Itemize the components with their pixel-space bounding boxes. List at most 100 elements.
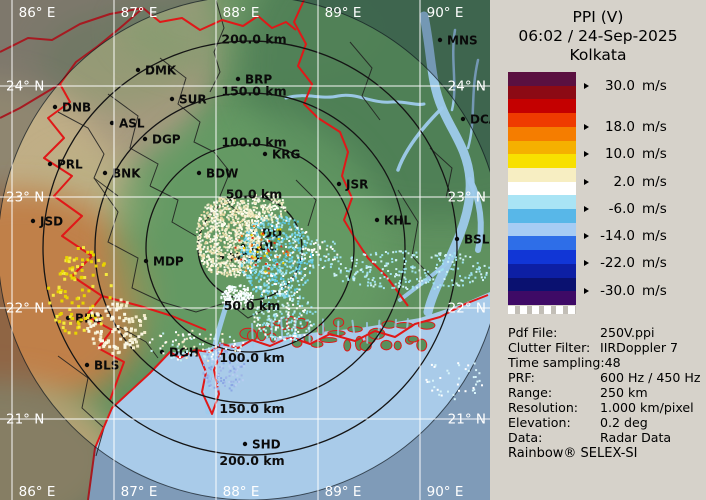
meta-row: Range: 250 km bbox=[508, 385, 702, 400]
station-dot-icon bbox=[47, 161, 53, 167]
station-label: KHL bbox=[384, 214, 411, 228]
station-label: BRP bbox=[245, 73, 272, 87]
scale-label: 18.0 m/s bbox=[584, 119, 667, 135]
scale-tick-arrow-icon bbox=[584, 151, 589, 157]
scale-band bbox=[508, 222, 576, 237]
scale-value: -14.0 bbox=[600, 228, 635, 244]
latitude-label: 21° N bbox=[6, 412, 44, 428]
scale-band bbox=[508, 195, 576, 210]
meta-row: Data: Radar Data bbox=[508, 430, 702, 445]
scale-band bbox=[508, 72, 576, 86]
station-label: MNS bbox=[447, 34, 478, 48]
station-marker: BLS bbox=[84, 359, 119, 373]
station-marker: DNB bbox=[52, 101, 91, 115]
station-marker: JSD bbox=[30, 215, 63, 229]
longitude-label: 89° E bbox=[325, 5, 362, 21]
station-dot-icon bbox=[142, 136, 148, 142]
scale-band bbox=[508, 181, 576, 196]
range-ring-label: 50.0 km bbox=[226, 187, 283, 202]
radar-map: MNS DMK BRP SUR DNB DCA ASL DGP KRG PRL BNK BDW JSR K… bbox=[0, 0, 490, 500]
station-dot-icon bbox=[109, 120, 115, 126]
radar-map-area: MNS DMK BRP SUR DNB DCA ASL DGP KRG PRL BNK BDW JSR K… bbox=[0, 0, 490, 500]
meta-label: Time sampling: bbox=[508, 355, 605, 370]
meta-label: Clutter Filter: bbox=[508, 340, 591, 355]
station-label: PRL bbox=[57, 158, 83, 172]
latitude-label: 24° N bbox=[448, 79, 486, 95]
scale-band bbox=[508, 113, 576, 127]
station-label: JSD bbox=[39, 215, 63, 229]
station-dot-icon bbox=[52, 104, 58, 110]
scale-value: 2.0 bbox=[613, 174, 635, 190]
station-marker: DGP bbox=[142, 133, 181, 147]
station-marker: DCA bbox=[460, 113, 490, 127]
scale-band bbox=[508, 99, 576, 114]
scale-band bbox=[508, 263, 576, 278]
longitude-label: 87° E bbox=[121, 5, 158, 21]
station-marker: DMK bbox=[135, 64, 177, 78]
station-dot-icon bbox=[135, 67, 141, 73]
station-label: BDW bbox=[206, 167, 238, 181]
scale-label: 10.0 m/s bbox=[584, 146, 667, 162]
longitude-label: 86° E bbox=[19, 5, 56, 21]
meta-value: 0.2 deg bbox=[600, 415, 648, 430]
meta-row: Time sampling: 48 bbox=[508, 355, 702, 370]
station-marker: KHL bbox=[374, 214, 411, 228]
station-marker: PRL bbox=[47, 158, 83, 172]
meta-value: IIRDoppler 7 bbox=[600, 340, 679, 355]
meta-label: Range: bbox=[508, 385, 553, 400]
scale-unit: m/s bbox=[642, 201, 667, 217]
scale-threshold-hatch bbox=[508, 306, 576, 314]
meta-value: 250 km bbox=[600, 385, 648, 400]
scale-unit: m/s bbox=[642, 78, 667, 94]
station-marker: BNK bbox=[102, 167, 141, 181]
range-ring-label: 150.0 km bbox=[221, 84, 286, 99]
scan-datetime: 06:02 / 24-Sep-2025 bbox=[518, 27, 678, 45]
software-brand: Rainbow® SELEX-SI bbox=[508, 446, 638, 461]
station-marker: KRG bbox=[262, 148, 300, 162]
station-marker: ASL bbox=[109, 117, 145, 131]
station-marker: SHD bbox=[242, 438, 281, 452]
station-marker: MDP bbox=[143, 255, 184, 269]
latitude-label: 22° N bbox=[6, 301, 44, 317]
station-dot-icon bbox=[102, 170, 108, 176]
scale-label: -14.0 m/s bbox=[584, 228, 667, 244]
velocity-color-scale bbox=[508, 72, 576, 305]
meta-label: Elevation: bbox=[508, 415, 571, 430]
scale-unit: m/s bbox=[642, 174, 667, 190]
station-label: DMK bbox=[145, 64, 177, 78]
scale-value: -30.0 bbox=[600, 283, 635, 299]
range-ring-label: 100.0 km bbox=[221, 135, 286, 150]
station-dot-icon bbox=[196, 170, 202, 176]
meta-value: 250V.ppi bbox=[600, 325, 655, 340]
meta-row: PRF: 600 Hz / 450 Hz bbox=[508, 370, 702, 385]
latitude-label: 22° N bbox=[448, 301, 486, 317]
station-label: SHD bbox=[252, 438, 281, 452]
radar-echoes bbox=[47, 192, 490, 401]
panel-title-block: PPI (V) 06:02 / 24-Sep-2025 Kolkata bbox=[490, 8, 706, 65]
meta-value: 1.000 km/pixel bbox=[600, 400, 694, 415]
latitude-label: 23° N bbox=[448, 190, 486, 206]
scale-label: 2.0 m/s bbox=[584, 174, 667, 190]
station-dot-icon bbox=[374, 217, 380, 223]
station-label: DCA bbox=[470, 113, 490, 127]
scale-band bbox=[508, 154, 576, 168]
station-dot-icon bbox=[262, 151, 268, 157]
longitude-label: 87° E bbox=[121, 484, 158, 500]
latitude-label: 24° N bbox=[6, 79, 44, 95]
station-marker: JSR bbox=[336, 178, 368, 192]
longitude-label: 88° E bbox=[223, 484, 260, 500]
station-dot-icon bbox=[169, 96, 175, 102]
scale-tick-arrow-icon bbox=[584, 288, 589, 294]
scale-label: 30.0 m/s bbox=[584, 78, 667, 94]
info-panel: PPI (V) 06:02 / 24-Sep-2025 Kolkata 30.0… bbox=[490, 0, 706, 500]
range-ring-label: 100.0 km bbox=[219, 350, 284, 365]
station-dot-icon bbox=[84, 362, 90, 368]
station-label: MDP bbox=[153, 255, 184, 269]
scale-label: -22.0 m/s bbox=[584, 255, 667, 271]
meta-value: 48 bbox=[604, 355, 621, 370]
station-marker: BRP bbox=[235, 73, 272, 87]
scale-tick-arrow-icon bbox=[584, 124, 589, 130]
station-marker: BDW bbox=[196, 167, 238, 181]
station-label: BSL bbox=[464, 233, 490, 247]
